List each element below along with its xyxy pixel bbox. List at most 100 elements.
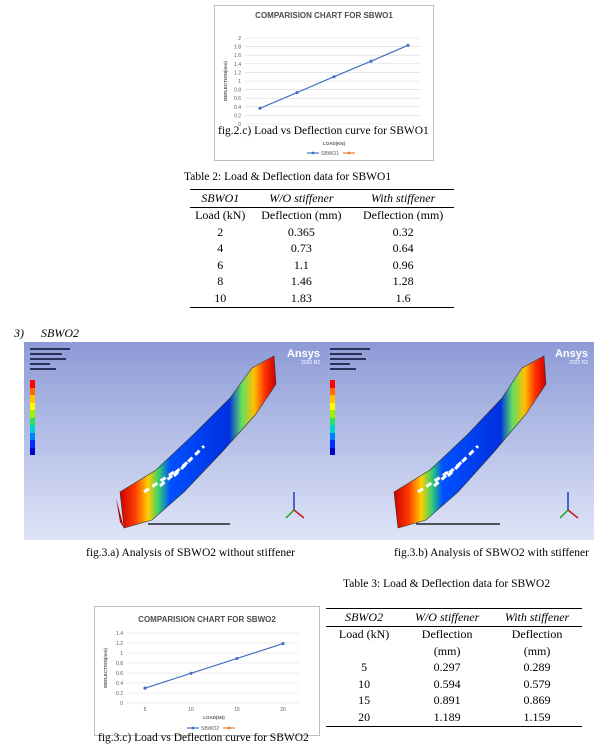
ansys-logo: Ansys 2022 R2 [286,348,320,366]
legend-swatch [330,440,335,448]
table-cell: 1.1 [293,257,309,272]
beam-model [393,355,579,529]
legend-swatch [330,380,335,388]
y-tick-label: 0.6 [234,96,241,102]
table3: SBWO2 W/O stiffener With stiffener Load … [326,608,582,727]
x-axis-label: LOAD(kN) [203,715,225,720]
table-row: 4 0.73 0.64 [190,241,454,258]
legend-marker [311,151,315,155]
legend-swatch [30,432,35,440]
data-point [295,91,299,95]
table3-subheader-cell: Load (kN) [326,625,403,643]
table-cell: 8 [217,274,224,289]
table-cell: 0.297 [433,660,461,675]
table-cell: 1.46 [290,274,312,289]
data-point [258,106,262,110]
table-cell: 1.83 [250,290,353,308]
chart2-plot: 0 0.2 0.4 0.6 0.8 1 1.2 1.4 5 10 15 20 DEFLECTION(mm… [103,631,299,732]
y-tick-label: 0.8 [116,661,123,667]
y-tick-label: 0 [238,122,241,128]
chart2-caption: fig.3.c) Load vs Deflection curve for SB… [98,732,309,744]
table-cell: 5 [361,660,368,675]
y-tick-label: 1.2 [116,641,123,647]
legend-swatch [30,380,35,388]
table3-subheader-cell: (mm) [433,643,461,658]
legend-swatch [30,417,35,425]
table-row: 5 0.297 0.289 [326,660,582,677]
legend-marker [347,151,351,155]
chart2-frame: COMPARISION CHART FOR SBWO2 0 0.2 0.4 0.6 0.… [94,606,320,736]
data-point [189,671,193,675]
table-row: 6 1.1 0.96 [190,257,454,274]
table3-subheader-cell: Deflection [402,625,493,643]
table2-header-cell: With stiffener [352,189,454,207]
table-cell: 6 [217,257,224,272]
sim-image-without-stiffener: Ansys 2022 R2 [24,342,326,540]
chart2-title: COMPARISION CHART FOR SBWO2 [138,615,276,624]
table-cell: 0.891 [433,693,461,708]
table3-title: Table 3: Load & Deflection data for SBWO… [343,578,551,590]
table-cell: 10 [358,676,371,691]
table-cell: 4 [217,241,224,256]
y-tick-label: 0.4 [234,105,241,111]
table3-subheader-row: Load (kN) Deflection Deflection [326,625,582,643]
table-cell: 0.73 [290,241,312,256]
y-axis-label: DEFLECTION(mm) [223,61,228,101]
table3-subheader-cell: Deflection [492,625,582,643]
y-tick-label: 1.2 [234,70,241,76]
data-point [143,686,147,690]
data-point [332,75,336,79]
y-tick-label: 0.2 [116,691,123,697]
y-tick-label: 1 [238,79,241,85]
table-cell: 20 [326,709,403,727]
table2-header-row: SBWO1 W/O stiffener With stiffener [190,189,454,207]
table3-header-cell: SBWO2 [326,608,403,626]
chart1-title: COMPARISION CHART FOR SBWO1 [255,11,393,20]
series-line [144,642,284,689]
table2-header-cell: SBWO1 [190,189,251,207]
legend-swatch [330,387,335,395]
y-tick-label: 1.4 [234,62,241,68]
legend-swatch [30,425,35,433]
x-tick-label: 15 [234,707,240,713]
x-tick-label: 5 [144,707,147,713]
legend-swatch [30,395,35,403]
ansys-logo: Ansys 2022 R2 [554,348,588,366]
table3-header-cell: With stiffener [492,608,582,626]
legend-swatch [330,425,335,433]
legend-swatch [30,410,35,418]
x-tick-label: 20 [280,707,286,713]
y-tick-label: 0.8 [234,88,241,94]
table-cell: 2 [217,224,224,239]
table2-header-cell: W/O stiffener [250,189,353,207]
table-row: 8 1.46 1.28 [190,274,454,291]
y-tick-label: 1.4 [116,631,123,637]
x-axis-label: LOAD(KN) [323,141,346,146]
table3-header-cell: W/O stiffener [402,608,493,626]
legend-label: SBWO1 [321,151,339,157]
y-tick-label: 0.2 [234,113,241,119]
table-cell: 1.189 [402,709,493,727]
legend-swatch [30,402,35,410]
table-row: 10 1.83 1.6 [190,290,454,308]
table-cell: 0.96 [392,257,414,272]
table3-subheader-row2: (mm) (mm) [326,643,582,660]
legend-swatch [330,402,335,410]
table-cell: 1.159 [492,709,582,727]
y-tick-label: 0.4 [116,681,123,687]
chart1-plot: 0 0.2 0.4 0.6 0.8 1 1.2 1.4 1.6 1.8 2 DEFLECTION(mm… [223,36,420,157]
table-cell: 0.64 [392,241,414,256]
contour-legend [330,380,335,455]
y-tick-label: 0.6 [116,671,123,677]
table-cell: 15 [358,693,371,708]
data-point [369,59,373,63]
table-cell: 0.579 [523,676,551,691]
table2: SBWO1 W/O stiffener With stiffener Load … [190,189,454,308]
table-cell: 0.32 [392,224,414,239]
legend-swatch [330,447,335,455]
table-cell: 0.365 [287,224,315,239]
table2-subheader-cell: Deflection (mm) [250,206,353,224]
y-tick-label: 1 [120,651,123,657]
table-cell: 0.289 [523,660,551,675]
result-info [30,348,70,373]
